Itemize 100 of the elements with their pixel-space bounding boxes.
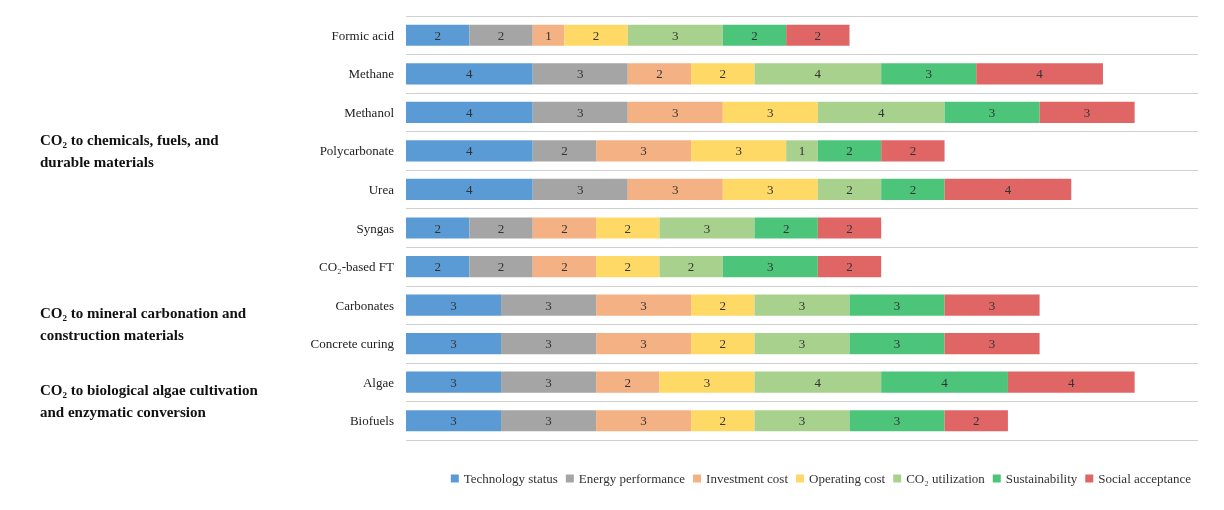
bar (406, 294, 502, 316)
bar (754, 333, 850, 355)
bar (501, 333, 597, 355)
data-label: 1 (798, 143, 806, 159)
bar (532, 255, 597, 278)
bar (501, 294, 597, 316)
y-tick-label: CO₂-based FT (319, 259, 395, 275)
data-label: 2 (624, 259, 632, 275)
bar (532, 140, 597, 162)
data-label: 3 (767, 181, 774, 197)
y-tick-label: Urea (368, 181, 395, 197)
bar (406, 24, 470, 46)
bar (532, 63, 628, 85)
bar (691, 333, 755, 355)
bar (469, 255, 533, 278)
bar (786, 24, 850, 46)
legend-label: Energy performance (578, 471, 686, 486)
data-label: 3 (640, 413, 647, 429)
data-label: 2 (497, 220, 505, 236)
data-label: 2 (751, 27, 758, 43)
bar (501, 410, 597, 432)
data-label: 3 (450, 336, 457, 352)
data-label: 3 (893, 297, 901, 313)
data-label: 4 (1004, 181, 1012, 197)
data-label: 3 (450, 374, 457, 390)
data-label: 2 (846, 181, 853, 197)
y-tick-label: Polycarbonate (319, 143, 395, 159)
bar (627, 63, 692, 85)
data-label: 4 (466, 181, 474, 197)
data-label: 3 (640, 143, 647, 159)
data-label: 3 (672, 104, 679, 120)
data-label: 2 (561, 259, 568, 275)
bar (691, 410, 755, 432)
y-tick-label: Biofuels (349, 413, 394, 429)
bar (406, 333, 502, 355)
data-label: 2 (656, 66, 663, 82)
bar (754, 63, 882, 85)
data-label: 3 (988, 104, 996, 120)
data-label: 2 (719, 66, 727, 82)
data-label: 2 (624, 220, 632, 236)
bar (722, 101, 818, 123)
bar (406, 255, 470, 278)
data-label: 3 (640, 336, 647, 352)
bar (659, 255, 723, 278)
bar (406, 140, 533, 162)
bar (817, 255, 882, 278)
bar (659, 371, 755, 393)
bar (532, 217, 597, 239)
bar (944, 178, 1072, 201)
data-label: 2 (592, 27, 600, 43)
bar (406, 410, 502, 432)
bar (532, 24, 565, 46)
bar (1007, 371, 1135, 393)
bar (722, 178, 818, 201)
bar (691, 140, 787, 162)
bar (596, 333, 692, 355)
data-label: 3 (893, 336, 901, 352)
bar (881, 63, 977, 85)
text: CO₂ to chemicals, fuels, and durable materials (40, 131, 223, 170)
data-label: 2 (561, 143, 568, 159)
data-label: 2 (846, 143, 853, 159)
data-label: 4 (877, 104, 885, 120)
data-label: 3 (672, 181, 679, 197)
bar (849, 410, 945, 432)
bar (406, 63, 533, 85)
data-label: 3 (450, 297, 457, 313)
data-label: 3 (703, 220, 711, 236)
bar (817, 101, 945, 123)
bar (501, 371, 597, 393)
data-label: 2 (846, 259, 853, 275)
bar (627, 101, 723, 123)
legend-label: Technology status (463, 471, 558, 486)
bar (406, 217, 470, 239)
bar (722, 24, 787, 46)
bar (976, 63, 1103, 85)
bar (564, 24, 628, 46)
data-label: 4 (466, 104, 474, 120)
bar (532, 101, 628, 123)
data-label: 3 (545, 336, 552, 352)
data-label: 2 (972, 413, 980, 429)
bar (754, 371, 882, 393)
data-label: 3 (925, 66, 932, 82)
data-label: 3 (988, 336, 996, 352)
legend-label: Sustainability (1005, 471, 1078, 486)
bar (627, 178, 723, 201)
data-label: 2 (719, 297, 727, 313)
data-label: 2 (497, 259, 505, 275)
bar (817, 217, 882, 239)
data-label: 2 (814, 27, 822, 43)
data-label: 3 (893, 413, 901, 429)
data-label: 2 (687, 259, 695, 275)
bar (596, 294, 692, 316)
data-label: 2 (434, 220, 441, 236)
y-tick-label: Formic acid (331, 27, 395, 43)
bar (754, 410, 850, 432)
bar (849, 333, 945, 355)
data-label: 3 (576, 181, 584, 197)
data-label: 3 (735, 143, 742, 159)
data-label: 2 (434, 259, 441, 275)
bar (786, 140, 818, 162)
